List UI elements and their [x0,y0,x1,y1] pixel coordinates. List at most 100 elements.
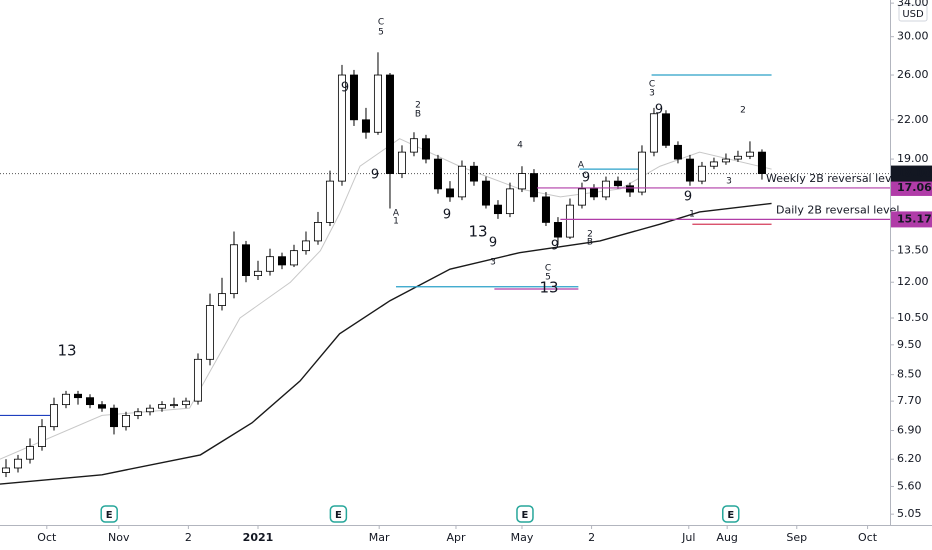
wave-label: C [649,80,655,90]
td-count: 9 [489,236,497,251]
candle-body [529,173,538,198]
candle-body [61,393,70,406]
candle-body [685,158,694,182]
candle-body [385,74,394,174]
candle-body [1,467,10,473]
candle-body [553,222,562,238]
td-count: 9 [582,171,590,186]
td-count: 9 [443,208,451,223]
wave-label: B [587,238,593,248]
y-tick-label: 5.05 [897,507,922,520]
wave-label: 1 [689,210,695,220]
candle-body [517,173,526,190]
candle-body [481,180,490,206]
price-box [891,179,932,196]
candle-body [373,74,382,133]
x-tick-label: Nov [108,531,130,544]
candle-body [349,74,358,121]
earnings-marker[interactable] [329,505,348,523]
candle-body [217,293,226,306]
x-tick-label: 2 [588,531,595,544]
price-box [891,211,932,228]
price-box-label: 18.00 [897,167,932,180]
candle-body [541,196,550,223]
wave-label: 2 [415,101,421,111]
earnings-label: E [522,510,529,521]
candle-body [85,397,94,406]
candle-body [289,250,298,266]
y-tick-label: 10.50 [897,311,929,324]
earnings-marker[interactable] [722,505,740,523]
candle-body [649,113,658,153]
wave-label: A [393,209,400,219]
candle-body [133,411,142,416]
candle-body [397,151,406,174]
candle-body [37,426,46,447]
candle-body [709,161,718,167]
earnings-marker[interactable] [516,505,534,523]
candle-body [229,244,238,295]
earnings-label: E [727,510,734,521]
wave-label: C [378,18,384,28]
candle-body [13,458,22,469]
earnings-label: E [335,510,342,521]
td-count: 9 [341,81,349,96]
wave-label: 1 [393,217,399,227]
y-tick-label: 26.00 [897,68,929,81]
candle-body [757,151,766,174]
candle-body [469,165,478,182]
candle-body [421,138,430,160]
candle-body [277,256,286,266]
candle-body [457,165,466,198]
candle-body [169,404,178,407]
y-tick-label: 19.00 [897,152,929,165]
candle-body [613,180,622,187]
x-tick-label: Oct [858,531,878,544]
td-count: 13 [57,342,76,360]
candle-body [313,222,322,242]
candle-body [493,204,502,215]
candle-body [325,180,334,223]
y-tick-label: 7.70 [897,394,922,407]
td-count: 9 [551,239,559,254]
y-tick-label: 8.50 [897,368,922,381]
candle-body [181,400,190,406]
currency-box[interactable] [898,4,928,22]
y-tick-label: 6.20 [897,452,922,465]
wave-label: C [545,264,551,274]
wave-label: 4 [517,141,523,151]
y-tick-label: 9.50 [897,338,922,351]
earnings-marker[interactable] [100,505,118,523]
y-tick-label: 22.00 [897,113,929,126]
x-tick-label: May [511,531,534,544]
td-count: 9 [684,190,692,205]
candle-body [97,404,106,409]
y-tick-label: 34.00 [897,0,929,9]
candle-body [577,188,586,206]
price-box-label: 15.17 [897,212,932,225]
x-tick-label: Oct [37,531,57,544]
candle-body [565,204,574,238]
y-tick-label: 5.60 [897,479,922,492]
td-count: 9 [371,168,379,183]
candle-body [361,119,370,133]
y-tick-label: 6.90 [897,424,922,437]
candle-body [661,113,670,146]
candle-body [445,188,454,198]
td-count: 13 [468,223,487,241]
candle-body [265,256,274,272]
candle-body [109,407,118,428]
candle-body [193,358,202,402]
reversal-level-label: Weekly 2B reversal level [766,172,901,185]
candle-body [409,138,418,153]
candle-body [721,158,730,163]
y-tick-label: 13.50 [897,244,929,257]
moving-average [0,138,772,460]
candle-body [205,305,214,360]
candle-body [733,155,742,160]
candle-body [301,240,310,252]
y-tick-label: 12.00 [897,275,929,288]
x-tick-label: 2021 [243,531,274,544]
